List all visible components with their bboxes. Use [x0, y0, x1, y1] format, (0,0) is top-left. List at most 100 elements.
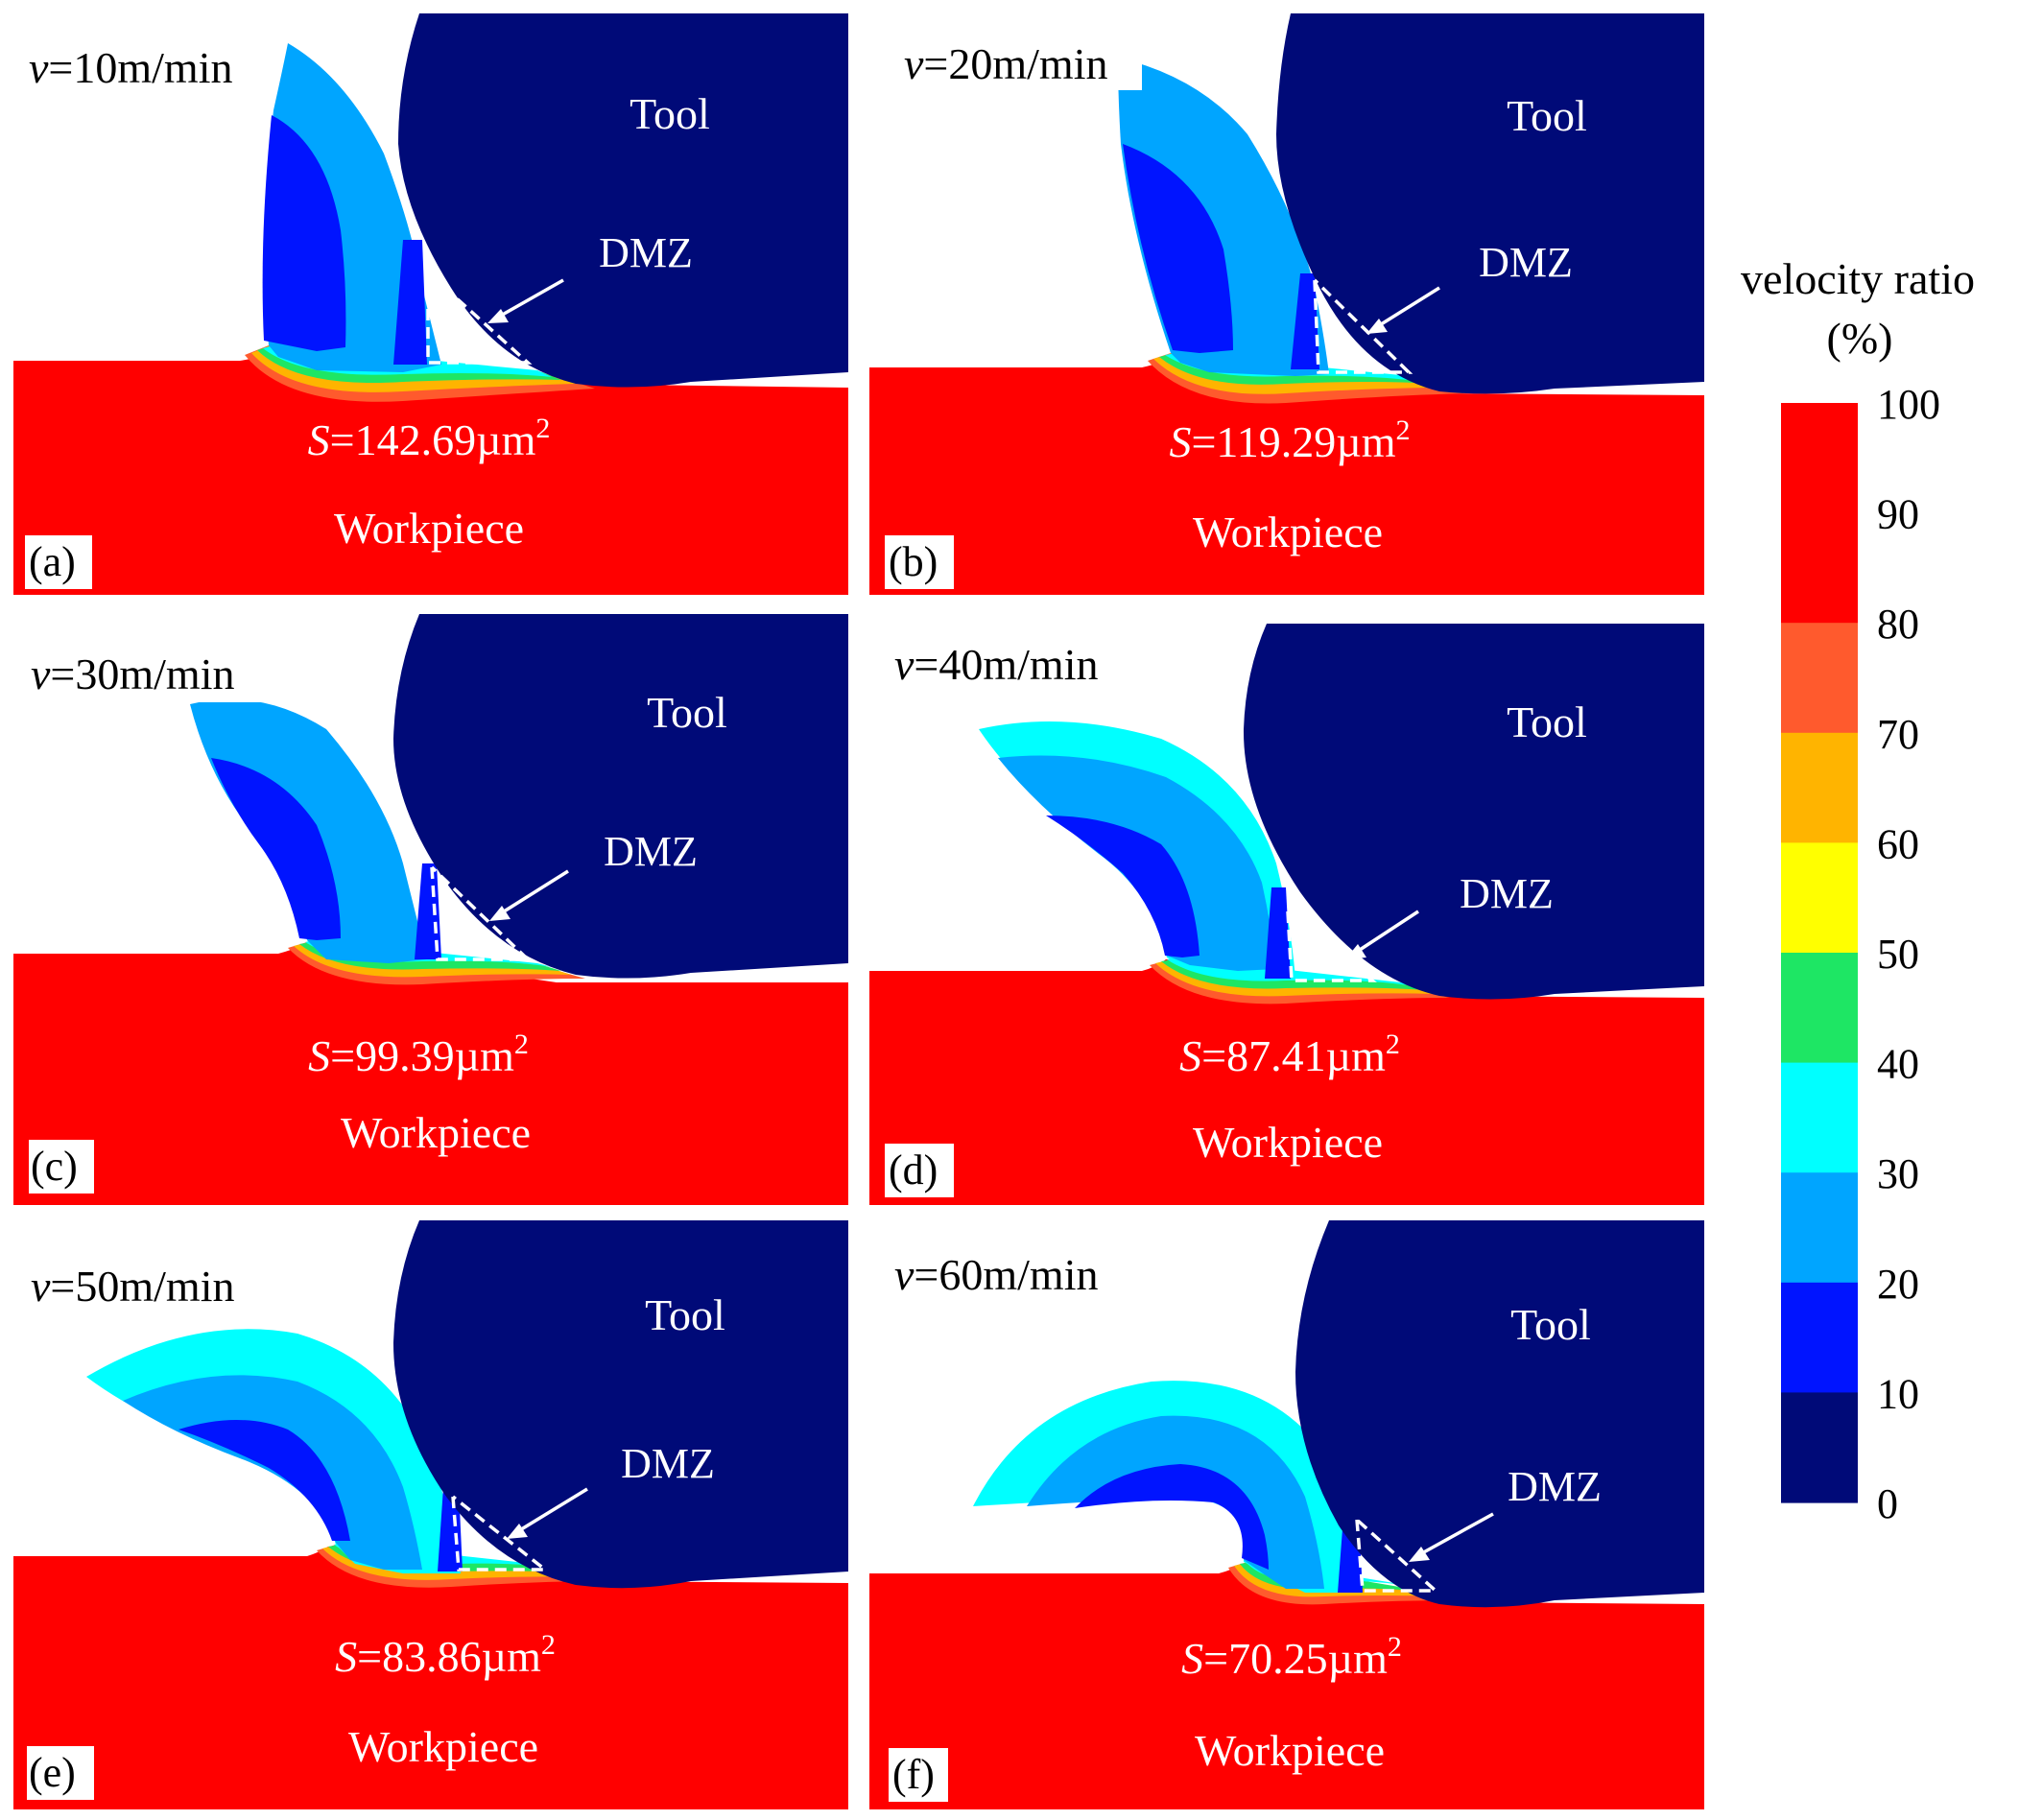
colorbar-tick-label: 80 — [1877, 601, 1919, 648]
panel-label-bg — [29, 1140, 94, 1194]
dmz-arrow-head — [1409, 1547, 1430, 1562]
area-label: S=99.39µm2 — [308, 1028, 529, 1080]
area-symbol: S — [335, 1632, 357, 1681]
dmz-arrow — [1356, 910, 1419, 954]
panel-f: Tool DMZ S=70.25µm2 Workpiece (f) v=60m/… — [869, 1220, 1704, 1809]
tool-label: Tool — [1510, 1300, 1591, 1349]
workpiece-region — [13, 1547, 848, 1809]
area-exponent: 2 — [514, 1028, 529, 1060]
workpiece-label: Workpiece — [1193, 508, 1383, 556]
velocity-value: =50m/min — [50, 1262, 234, 1311]
dmz-label: DMZ — [604, 828, 698, 875]
area-exponent: 2 — [535, 413, 550, 444]
panel-b: Tool DMZ S=119.29µm2 Workpiece (b) v=20m… — [869, 13, 1704, 595]
tool-region — [1295, 1220, 1704, 1608]
panel-a: Tool DMZ S=142.69µm2 Workpiece (a) v=10m… — [13, 13, 848, 595]
dmz-label: DMZ — [1508, 1463, 1602, 1510]
workpiece-label: Workpiece — [341, 1108, 531, 1157]
colorbar-tick-label: 70 — [1877, 711, 1919, 758]
velocity-label: v=50m/min — [31, 1262, 235, 1311]
colorbar-tick-label: 100 — [1877, 381, 1940, 428]
workpiece-label: Workpiece — [334, 504, 524, 553]
dmz-arrow — [1377, 286, 1440, 328]
tool-region — [1243, 624, 1704, 1000]
tool-region — [398, 13, 848, 388]
colorbar-tick-label: 10 — [1877, 1370, 1919, 1417]
area-label: S=119.29µm2 — [1169, 414, 1410, 466]
area-symbol: S — [308, 1031, 330, 1080]
area-exponent: 2 — [1388, 1631, 1402, 1663]
area-value: =142.69µm — [330, 415, 536, 464]
dmz-arrow — [498, 278, 564, 319]
dmz-triangle — [1286, 910, 1377, 982]
panel-label-bg — [25, 535, 92, 589]
panel-label-bg — [885, 535, 954, 589]
chip-inner — [1075, 1464, 1269, 1570]
colorbar: velocity ratio (%) 100908070605040302010… — [1741, 254, 1975, 1527]
area-symbol: S — [1181, 1634, 1203, 1683]
velocity-symbol: v — [29, 43, 49, 92]
panel-label: (e) — [29, 1749, 76, 1796]
tool-region — [393, 1220, 848, 1589]
velocity-value: =20m/min — [923, 39, 1107, 88]
workpiece-region — [869, 959, 1704, 1205]
tool-label: Tool — [1507, 697, 1587, 746]
chip-inner — [262, 115, 346, 351]
chip-inner-right — [1265, 887, 1291, 979]
workpiece-region — [869, 357, 1704, 595]
area-exponent: 2 — [1386, 1028, 1400, 1060]
dmz-triangle — [451, 1495, 551, 1572]
panel-label: (c) — [31, 1143, 78, 1190]
dmz-triangle — [1313, 278, 1413, 374]
area-exponent: 2 — [541, 1629, 556, 1661]
velocity-label: v=40m/min — [894, 640, 1099, 689]
dmz-arrow-head — [1366, 319, 1388, 334]
panel-label-bg — [889, 1748, 948, 1802]
area-value: =99.39µm — [330, 1031, 514, 1080]
panel-label: (f) — [892, 1751, 935, 1798]
chip-inner-right — [1291, 273, 1319, 369]
colorbar-unit: (%) — [1827, 314, 1893, 363]
colorbar-band — [1781, 512, 1858, 624]
velocity-label: v=60m/min — [894, 1250, 1099, 1299]
velocity-value: =30m/min — [50, 650, 234, 698]
area-value: =119.29µm — [1191, 417, 1395, 466]
colorbar-band — [1781, 732, 1858, 843]
workpiece-label: Workpiece — [348, 1722, 538, 1771]
colorbar-band — [1781, 1172, 1858, 1284]
velocity-value: =40m/min — [914, 640, 1098, 689]
velocity-symbol: v — [894, 1250, 914, 1299]
dmz-arrow-head — [507, 1524, 528, 1539]
panel-label-bg — [27, 1746, 94, 1800]
velocity-label: v=30m/min — [31, 650, 235, 698]
velocity-symbol: v — [894, 640, 914, 689]
area-label: S=87.41µm2 — [1179, 1028, 1400, 1080]
velocity-label-bg — [902, 36, 1142, 90]
dmz-arrow — [500, 869, 569, 915]
dmz-arrow-head — [487, 309, 509, 323]
tool-label: Tool — [647, 688, 727, 737]
colorbar-tick-label: 90 — [1877, 491, 1919, 538]
colorbar-band — [1781, 1282, 1858, 1393]
chip-inner-right — [393, 240, 427, 365]
colorbar-tick-label: 20 — [1877, 1261, 1919, 1308]
workpiece-region — [869, 1564, 1704, 1809]
velocity-label-bg — [29, 649, 274, 702]
velocity-label: v=20m/min — [904, 39, 1108, 88]
chip-mid — [123, 1375, 422, 1570]
area-value: =83.86µm — [357, 1632, 541, 1681]
panel-label: (a) — [29, 538, 76, 585]
tool-label: Tool — [629, 89, 710, 138]
chip-inner — [178, 1420, 350, 1541]
dmz-label: DMZ — [599, 229, 693, 276]
tool-label: Tool — [1507, 91, 1587, 140]
colorbar-tick-label: 40 — [1877, 1041, 1919, 1088]
colorbar-tick-label: 50 — [1877, 931, 1919, 978]
tool-region — [1276, 13, 1704, 394]
area-value: =70.25µm — [1203, 1634, 1388, 1683]
tool-label: Tool — [645, 1290, 725, 1339]
velocity-value: =60m/min — [914, 1250, 1098, 1299]
colorbar-bands — [1781, 403, 1858, 1503]
